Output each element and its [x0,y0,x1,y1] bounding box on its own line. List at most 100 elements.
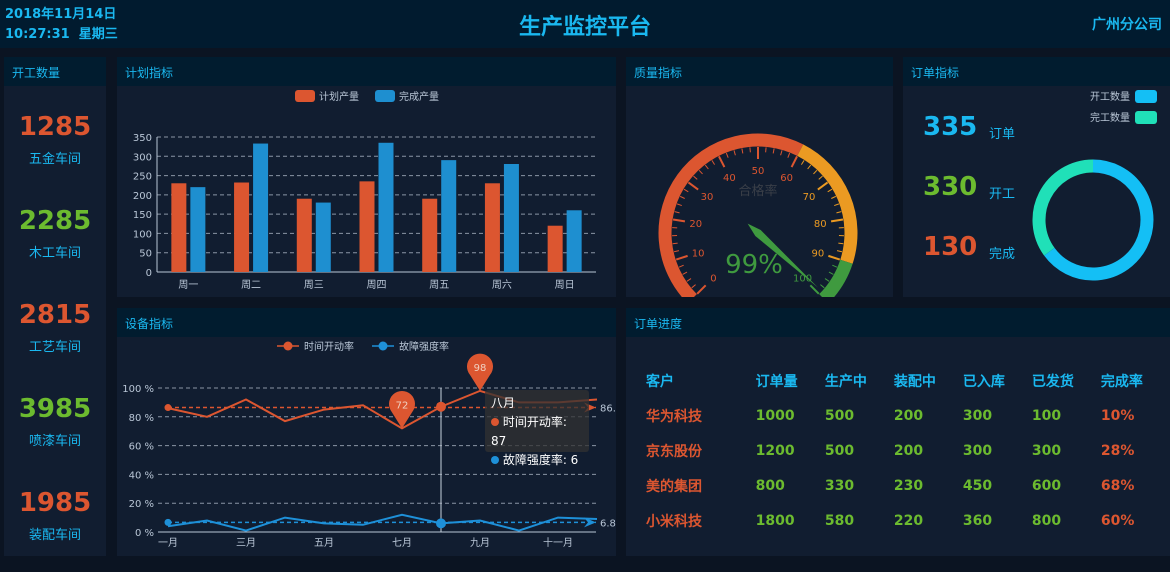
gauge-tick-label: 90 [812,248,825,259]
legend-swatch [295,90,315,102]
order-progress-table: 客户 订单量 生产中 装配中 已入库 已发货 完成率 华为科技 1000 500 200 300 100… [646,363,1170,538]
arrow-icon [584,517,596,528]
gauge-tick [711,160,716,165]
table-cell: 68% [1100,477,1135,494]
workshop-item: 2815 工艺车间 [4,300,106,355]
bar-chart: 计划产量 完成产量 0 50 100 150 200 250 300 350 周一 周二 周三 周四 周五 周… [133,90,596,291]
column-header: 客户 [646,373,674,390]
gauge-tick [809,284,820,295]
table-row: 美的集团 800 330 230 450 600 68% [646,468,1170,503]
legend-swatch [1135,111,1157,124]
column-header: 生产中 [824,373,867,390]
gauge-tick [679,195,685,199]
gauge-tick [682,271,688,275]
table-cell: 1800 [755,512,795,529]
bar [547,225,563,272]
gauge-tick [704,164,709,170]
gauge-tick [827,188,833,193]
x-tick-label: 周二 [241,279,261,291]
gauge-tick [678,264,684,268]
bar [315,202,331,272]
y-tick-label: 100 [133,229,152,240]
order-stat-value: 335 [923,112,978,142]
tooltip: 八月 时间开动率: 87 故障强度率: 6 [485,390,589,467]
legend-swatch [375,90,395,102]
x-tick-label: 一月 [158,537,178,549]
legend-dot-icon [283,341,293,351]
table-cell: 800 [755,477,785,494]
gauge-tick [673,250,680,253]
y-tick-label: 100 % [122,384,154,395]
y-tick-label: 300 [133,152,152,163]
gauge-tick-label: 60 [780,173,793,184]
y-tick-label: 0 [146,268,152,279]
gauge-tick-label: 30 [701,192,714,203]
datetime: 2018年11月14日 10:27:31 星期三 [5,7,118,42]
gauge-needle [747,223,818,288]
bar [253,143,269,272]
workshop-value: 2285 [18,206,92,236]
orders-panel: 订单指标 335 订单 330 开工 130 完成 开工数量 完工数量 [903,57,1170,297]
gauge-tick [725,152,729,158]
table-cell: 1000 [755,407,795,424]
table-cell: 100 [1031,407,1062,424]
workshop-item: 1285 五金车间 [4,112,106,167]
x-tick-label: 周一 [178,279,198,291]
x-tick-label: 五月 [314,537,334,549]
panel-title: 计划指标 [117,57,616,86]
average-label: 86. [600,404,616,415]
y-tick-label: 40 % [129,470,154,481]
average-marker [164,404,172,412]
table-cell: 60% [1100,512,1135,529]
workshop-item: 3985 喷漆车间 [4,394,106,449]
donut-slice [1032,159,1094,256]
column-header: 完成率 [1100,373,1143,390]
table-cell: 200 [893,407,924,424]
gauge-tick [828,254,841,261]
gauge-tick [718,155,726,168]
table-cell: 华为科技 [646,408,702,425]
gauge-tick [836,211,842,214]
map-pin-icon [389,391,415,429]
gauge-tick [830,218,844,223]
table-cell: 600 [1031,477,1062,494]
y-tick-label: 350 [133,133,152,144]
gauge-tick [834,203,840,207]
y-tick-label: 250 [133,172,152,183]
legend-label: 开工数量 [1090,90,1130,103]
order-stat-value: 130 [923,232,978,262]
gauge-tick [800,160,805,165]
table-cell: 360 [962,512,993,529]
table-cell: 京东股份 [646,443,702,460]
bar [234,182,250,272]
bar [378,142,394,272]
table-cell: 10% [1100,407,1135,424]
x-tick-label: 周四 [367,279,387,291]
table-cell: 300 [1031,442,1062,459]
y-tick-label: 50 [139,249,152,260]
gauge-band [797,144,858,264]
bar [441,160,457,272]
average-label: 6.8 [600,518,616,529]
column-header: 已入库 [962,373,1005,390]
y-tick-label: 0 % [135,528,154,539]
table-cell: 500 [824,407,855,424]
x-tick-label: 周五 [429,279,449,291]
legend-swatch [1135,90,1157,103]
table-cell: 美的集团 [646,478,702,495]
bar [503,164,519,272]
branch-name: 广州分公司 [1092,17,1162,33]
panel-title: 订单进度 [626,308,1170,337]
table-row: 京东股份 1200 500 200 300 300 28% [646,433,1170,468]
highlight-point [436,518,446,529]
table-cell: 300 [962,442,993,459]
legend-label: 故障强度率 [399,340,449,353]
bar [296,198,312,272]
column-header: 订单量 [755,373,798,390]
panel-title: 质量指标 [626,57,893,86]
order-stat-label: 开工 [989,187,1016,202]
gauge-tick [828,271,834,275]
legend-dot-icon [491,418,499,426]
panel-title: 订单指标 [903,57,1170,86]
page-title: 生产监控平台 [518,15,651,40]
